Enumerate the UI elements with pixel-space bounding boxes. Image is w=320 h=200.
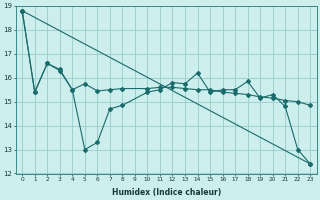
X-axis label: Humidex (Indice chaleur): Humidex (Indice chaleur): [112, 188, 221, 197]
